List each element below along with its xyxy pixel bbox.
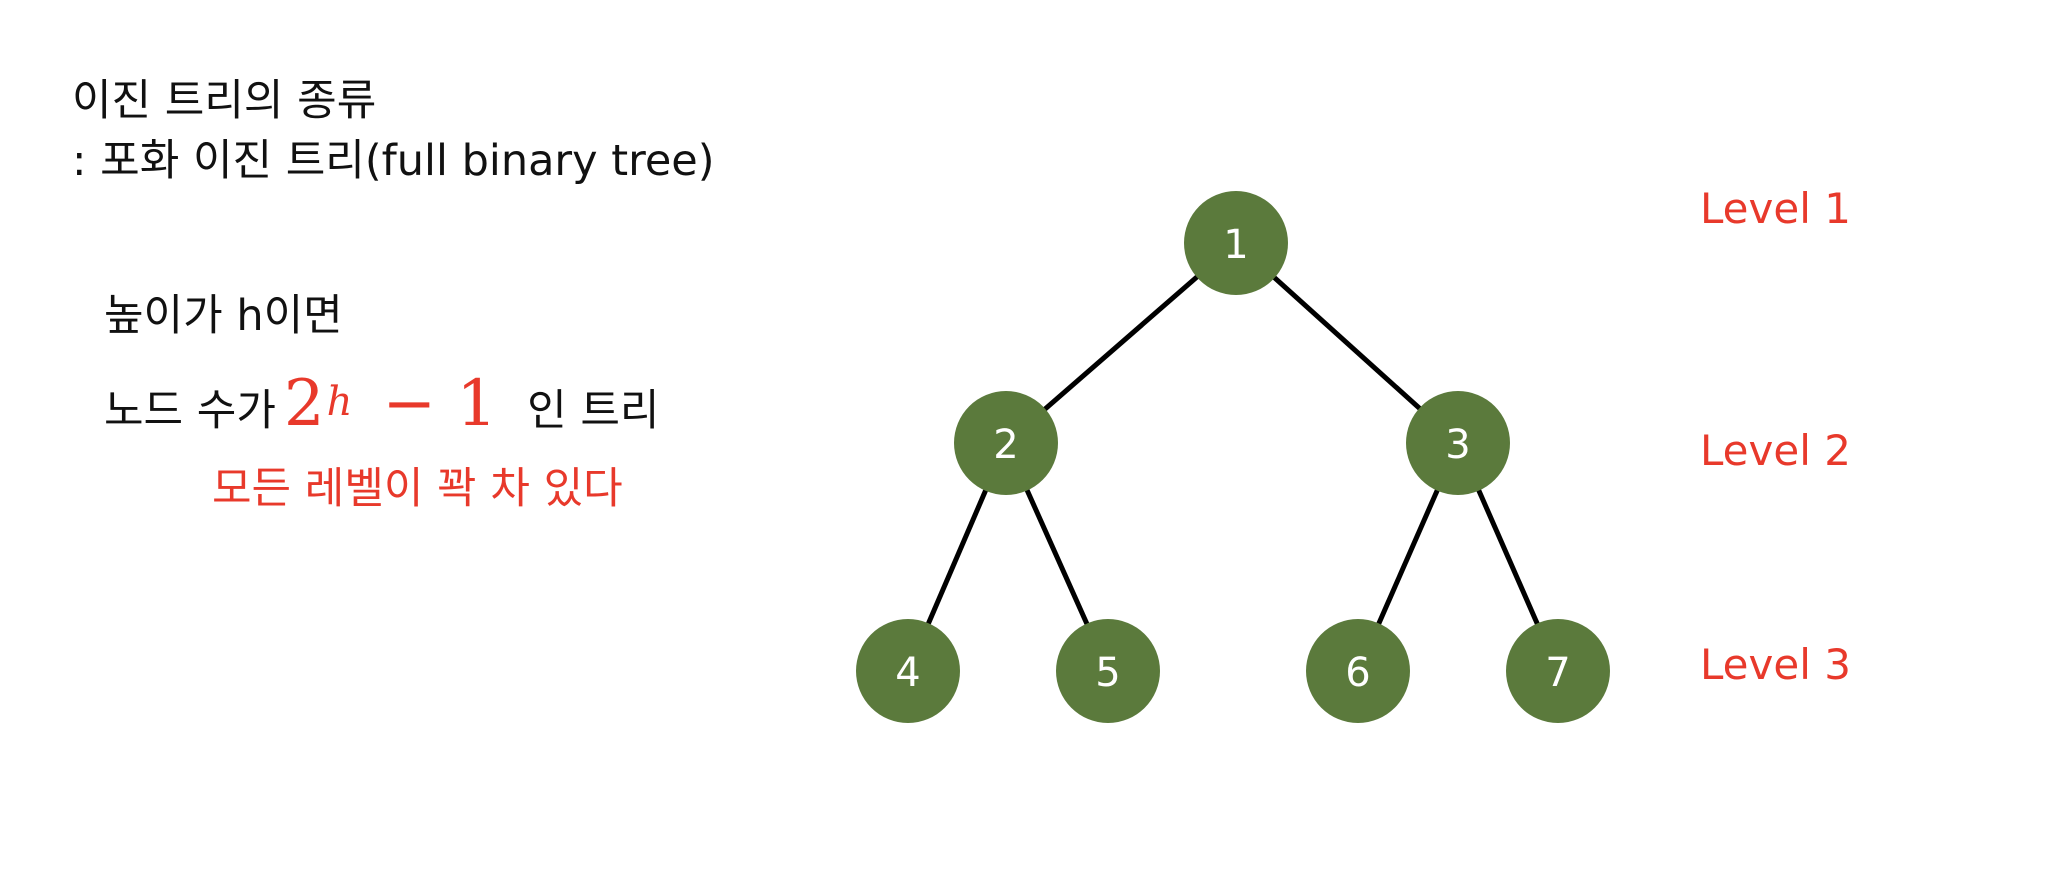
page-title: 이진 트리의 종류 [72,76,377,126]
tree-node-5: 5 [1056,619,1160,723]
tree-node-3-label: 3 [1445,422,1470,468]
tree-node-7: 7 [1506,619,1610,723]
tree-node-3: 3 [1406,391,1510,495]
node-count-formula: 2 h − 1 [284,372,519,436]
formula-base: 2 [283,367,325,441]
level-3-label: Level 3 [1700,640,1851,689]
node-count-suffix: 인 트리 [527,386,660,436]
tree-node-1: 1 [1184,191,1288,295]
full-level-note: 모든 레벨이 꽉 차 있다 [212,464,623,514]
node-count-prefix: 노드 수가 [104,386,276,436]
tree-nodes: 1 2 3 4 5 6 7 [856,191,1610,723]
formula-exponent: h [326,379,353,425]
tree-node-2: 2 [954,391,1058,495]
tree-node-6-label: 6 [1345,650,1370,696]
level-2-label: Level 2 [1700,426,1851,475]
formula-rest: − 1 [382,367,498,441]
tree-node-2-label: 2 [993,422,1018,468]
tree-node-5-label: 5 [1095,650,1120,696]
level-1-label: Level 1 [1700,184,1851,233]
page-subtitle: : 포화 이진 트리(full binary tree) [72,136,715,186]
tree-node-4-label: 4 [895,650,920,696]
tree-node-4: 4 [856,619,960,723]
node-count-description: 노드 수가 2 h − 1 인 트리 [104,372,659,436]
height-description: 높이가 h이면 [104,291,343,341]
tree-node-6: 6 [1306,619,1410,723]
tree-node-7-label: 7 [1545,650,1570,696]
tree-node-1-label: 1 [1223,222,1248,268]
